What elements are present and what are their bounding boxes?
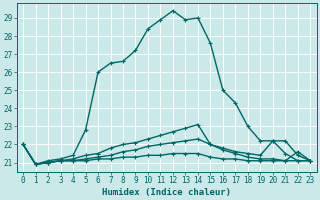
X-axis label: Humidex (Indice chaleur): Humidex (Indice chaleur) [102, 188, 231, 197]
